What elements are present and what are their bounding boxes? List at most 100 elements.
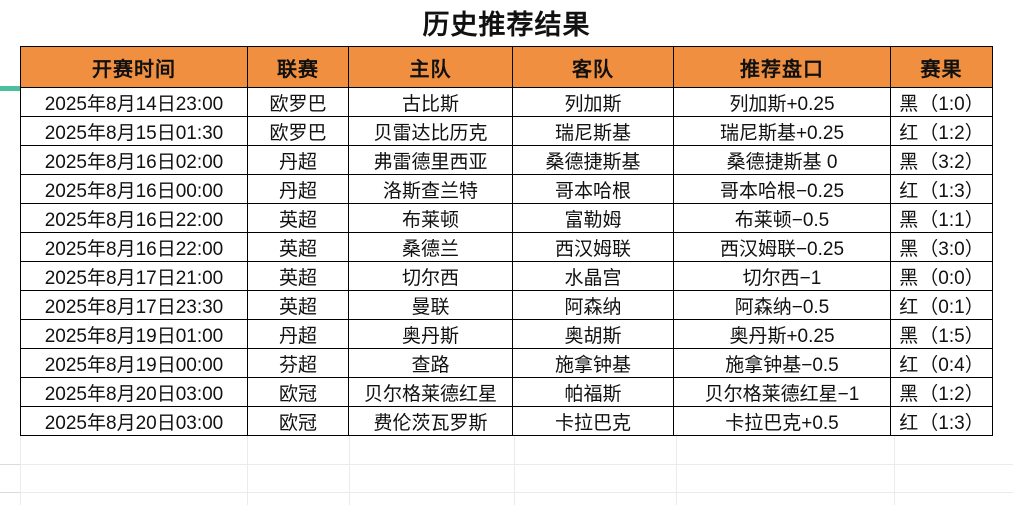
cell-home-team[interactable]: 布莱顿 bbox=[348, 203, 513, 233]
column-header-line[interactable]: 推荐盘口 bbox=[673, 46, 891, 88]
cell-away-team[interactable]: 奥胡斯 bbox=[512, 319, 674, 349]
cell-recommended-line[interactable]: 瑞尼斯基+0.25 bbox=[673, 116, 891, 146]
cell-result[interactable]: 黑（3:0） bbox=[890, 232, 993, 262]
cell-recommended-line[interactable]: 桑德捷斯基 0 bbox=[673, 145, 891, 175]
table-row[interactable]: 2025年8月20日03:00 欧冠 贝尔格莱德红星 帕福斯 贝尔格莱德红星−1 黑（1:… bbox=[20, 377, 993, 407]
cell-recommended-line[interactable]: 布莱顿−0.5 bbox=[673, 203, 891, 233]
table-row[interactable]: 2025年8月16日22:00 英超 桑德兰 西汉姆联 西汉姆联−0.25 黑（3:0） bbox=[20, 232, 993, 262]
cell-recommended-line[interactable]: 西汉姆联−0.25 bbox=[673, 232, 891, 262]
cell-home-team[interactable]: 贝雷达比历克 bbox=[348, 116, 513, 146]
cell-home-team[interactable]: 桑德兰 bbox=[348, 232, 513, 262]
cell-result[interactable]: 黑（1:0） bbox=[890, 87, 993, 117]
cell-recommended-line[interactable]: 阿森纳−0.5 bbox=[673, 290, 891, 320]
cell-away-team[interactable]: 列加斯 bbox=[512, 87, 674, 117]
cell-league[interactable]: 欧罗巴 bbox=[247, 87, 349, 117]
table-row[interactable]: 2025年8月14日23:00 欧罗巴 古比斯 列加斯 列加斯+0.25 黑（1:0） bbox=[20, 87, 993, 117]
cell-result[interactable]: 黑（1:2） bbox=[890, 377, 993, 407]
cell-league[interactable]: 欧冠 bbox=[247, 377, 349, 407]
table-row[interactable]: 2025年8月20日03:00 欧冠 费伦茨瓦罗斯 卡拉巴克 卡拉巴克+0.5 红（1:3… bbox=[20, 406, 993, 436]
cell-time[interactable]: 2025年8月19日01:00 bbox=[20, 319, 248, 349]
table-row[interactable]: 2025年8月19日01:00 丹超 奥丹斯 奥胡斯 奥丹斯+0.25 黑（1:5） bbox=[20, 319, 993, 349]
cell-home-team[interactable]: 查路 bbox=[348, 348, 513, 378]
cell-away-team[interactable]: 富勒姆 bbox=[512, 203, 674, 233]
cell-league[interactable]: 丹超 bbox=[247, 319, 349, 349]
cell-time[interactable]: 2025年8月16日22:00 bbox=[20, 203, 248, 233]
cell-league[interactable]: 英超 bbox=[247, 261, 349, 291]
cell-time[interactable]: 2025年8月20日03:00 bbox=[20, 406, 248, 436]
cell-home-team[interactable]: 曼联 bbox=[348, 290, 513, 320]
cell-result[interactable]: 黑（0:0） bbox=[890, 261, 993, 291]
cell-away-team[interactable]: 帕福斯 bbox=[512, 377, 674, 407]
cell-league[interactable]: 英超 bbox=[247, 232, 349, 262]
cell-league[interactable]: 英超 bbox=[247, 290, 349, 320]
cell-time[interactable]: 2025年8月20日03:00 bbox=[20, 377, 248, 407]
cell-result[interactable]: 黑（1:1） bbox=[890, 203, 993, 233]
result-mark: 黑 bbox=[899, 93, 919, 115]
cell-home-team[interactable]: 费伦茨瓦罗斯 bbox=[348, 406, 513, 436]
cell-league[interactable]: 英超 bbox=[247, 203, 349, 233]
result-score: （1:0） bbox=[919, 93, 984, 115]
table-row[interactable]: 2025年8月15日01:30 欧罗巴 贝雷达比历克 瑞尼斯基 瑞尼斯基+0.25 红（1… bbox=[20, 116, 993, 146]
cell-result[interactable]: 红（0:1） bbox=[890, 290, 993, 320]
cell-time[interactable]: 2025年8月16日22:00 bbox=[20, 232, 248, 262]
cell-recommended-line[interactable]: 奥丹斯+0.25 bbox=[673, 319, 891, 349]
empty-grid-vline bbox=[20, 436, 21, 505]
result-mark: 红 bbox=[899, 354, 919, 376]
empty-grid-vline bbox=[676, 436, 677, 505]
result-mark: 黑 bbox=[899, 325, 919, 347]
cell-time[interactable]: 2025年8月16日00:00 bbox=[20, 174, 248, 204]
cell-time[interactable]: 2025年8月16日02:00 bbox=[20, 145, 248, 175]
cell-away-team[interactable]: 瑞尼斯基 bbox=[512, 116, 674, 146]
cell-result[interactable]: 黑（3:2） bbox=[890, 145, 993, 175]
table-row[interactable]: 2025年8月16日02:00 丹超 弗雷德里西亚 桑德捷斯基 桑德捷斯基 0 黑（3:2… bbox=[20, 145, 993, 175]
cell-league[interactable]: 丹超 bbox=[247, 174, 349, 204]
cell-away-team[interactable]: 水晶宫 bbox=[512, 261, 674, 291]
cell-time[interactable]: 2025年8月17日21:00 bbox=[20, 261, 248, 291]
result-score: （1:1） bbox=[919, 209, 984, 231]
cell-recommended-line[interactable]: 哥本哈根−0.25 bbox=[673, 174, 891, 204]
cell-league[interactable]: 欧冠 bbox=[247, 406, 349, 436]
cell-league[interactable]: 欧罗巴 bbox=[247, 116, 349, 146]
cell-home-team[interactable]: 切尔西 bbox=[348, 261, 513, 291]
cell-away-team[interactable]: 施拿钟基 bbox=[512, 348, 674, 378]
cell-recommended-line[interactable]: 贝尔格莱德红星−1 bbox=[673, 377, 891, 407]
cell-home-team[interactable]: 洛斯查兰特 bbox=[348, 174, 513, 204]
cell-time[interactable]: 2025年8月14日23:00 bbox=[20, 87, 248, 117]
empty-grid-line bbox=[0, 492, 1013, 493]
cell-home-team[interactable]: 古比斯 bbox=[348, 87, 513, 117]
table-row[interactable]: 2025年8月17日21:00 英超 切尔西 水晶宫 切尔西−1 黑（0:0） bbox=[20, 261, 993, 291]
cell-away-team[interactable]: 阿森纳 bbox=[512, 290, 674, 320]
cell-result[interactable]: 红（1:3） bbox=[890, 406, 993, 436]
cell-away-team[interactable]: 桑德捷斯基 bbox=[512, 145, 674, 175]
cell-away-team[interactable]: 卡拉巴克 bbox=[512, 406, 674, 436]
cell-home-team[interactable]: 奥丹斯 bbox=[348, 319, 513, 349]
column-header-league[interactable]: 联赛 bbox=[247, 46, 349, 88]
cell-time[interactable]: 2025年8月19日00:00 bbox=[20, 348, 248, 378]
cell-result[interactable]: 红（0:4） bbox=[890, 348, 993, 378]
cell-time[interactable]: 2025年8月15日01:30 bbox=[20, 116, 248, 146]
table-row[interactable]: 2025年8月16日22:00 英超 布莱顿 富勒姆 布莱顿−0.5 黑（1:1） bbox=[20, 203, 993, 233]
cell-away-team[interactable]: 哥本哈根 bbox=[512, 174, 674, 204]
column-header-result[interactable]: 赛果 bbox=[890, 46, 993, 88]
column-header-time[interactable]: 开赛时间 bbox=[20, 46, 248, 88]
result-mark: 黑 bbox=[899, 267, 919, 289]
cell-result[interactable]: 红（1:3） bbox=[890, 174, 993, 204]
table-row[interactable]: 2025年8月19日00:00 芬超 查路 施拿钟基 施拿钟基−0.5 红（0:4） bbox=[20, 348, 993, 378]
table-row[interactable]: 2025年8月16日00:00 丹超 洛斯查兰特 哥本哈根 哥本哈根−0.25 红（1:3… bbox=[20, 174, 993, 204]
column-header-home[interactable]: 主队 bbox=[348, 46, 513, 88]
cell-league[interactable]: 芬超 bbox=[247, 348, 349, 378]
cell-recommended-line[interactable]: 列加斯+0.25 bbox=[673, 87, 891, 117]
cell-recommended-line[interactable]: 切尔西−1 bbox=[673, 261, 891, 291]
cell-away-team[interactable]: 西汉姆联 bbox=[512, 232, 674, 262]
column-header-away[interactable]: 客队 bbox=[512, 46, 674, 88]
table-row[interactable]: 2025年8月17日23:30 英超 曼联 阿森纳 阿森纳−0.5 红（0:1） bbox=[20, 290, 993, 320]
cell-home-team[interactable]: 贝尔格莱德红星 bbox=[348, 377, 513, 407]
cell-league[interactable]: 丹超 bbox=[247, 145, 349, 175]
cell-recommended-line[interactable]: 施拿钟基−0.5 bbox=[673, 348, 891, 378]
cell-home-team[interactable]: 弗雷德里西亚 bbox=[348, 145, 513, 175]
cell-result[interactable]: 红（1:2） bbox=[890, 116, 993, 146]
cell-recommended-line[interactable]: 卡拉巴克+0.5 bbox=[673, 406, 891, 436]
cell-time[interactable]: 2025年8月17日23:30 bbox=[20, 290, 248, 320]
cell-result[interactable]: 黑（1:5） bbox=[890, 319, 993, 349]
